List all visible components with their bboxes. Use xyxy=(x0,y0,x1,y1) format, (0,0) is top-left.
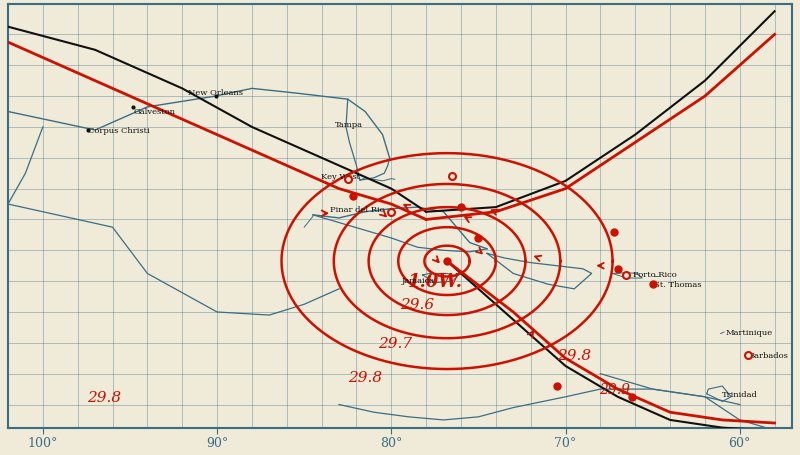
Text: Galveston: Galveston xyxy=(134,108,175,116)
Text: Trinidad: Trinidad xyxy=(722,391,758,399)
Text: 29.8: 29.8 xyxy=(86,390,121,404)
Text: 1.0W.: 1.0W. xyxy=(407,273,462,290)
Text: Porto Rico: Porto Rico xyxy=(634,271,678,278)
Text: Corpus Christi: Corpus Christi xyxy=(88,127,150,135)
Text: 29.6: 29.6 xyxy=(400,298,434,312)
Text: Key West: Key West xyxy=(321,173,360,181)
Text: St. Thomas: St. Thomas xyxy=(654,280,702,288)
Text: Jamaica: Jamaica xyxy=(402,276,435,284)
Text: 29.8: 29.8 xyxy=(557,349,591,362)
Text: Barbados: Barbados xyxy=(749,352,788,360)
Text: 29.8: 29.8 xyxy=(348,370,382,384)
Text: New Orleans: New Orleans xyxy=(188,89,243,97)
Text: Martinique: Martinique xyxy=(726,329,773,337)
Text: Tampa: Tampa xyxy=(334,121,362,128)
Text: 29.9: 29.9 xyxy=(598,382,630,396)
Text: Pinar del Rio: Pinar del Rio xyxy=(330,206,385,214)
Text: 29.7: 29.7 xyxy=(378,336,412,350)
